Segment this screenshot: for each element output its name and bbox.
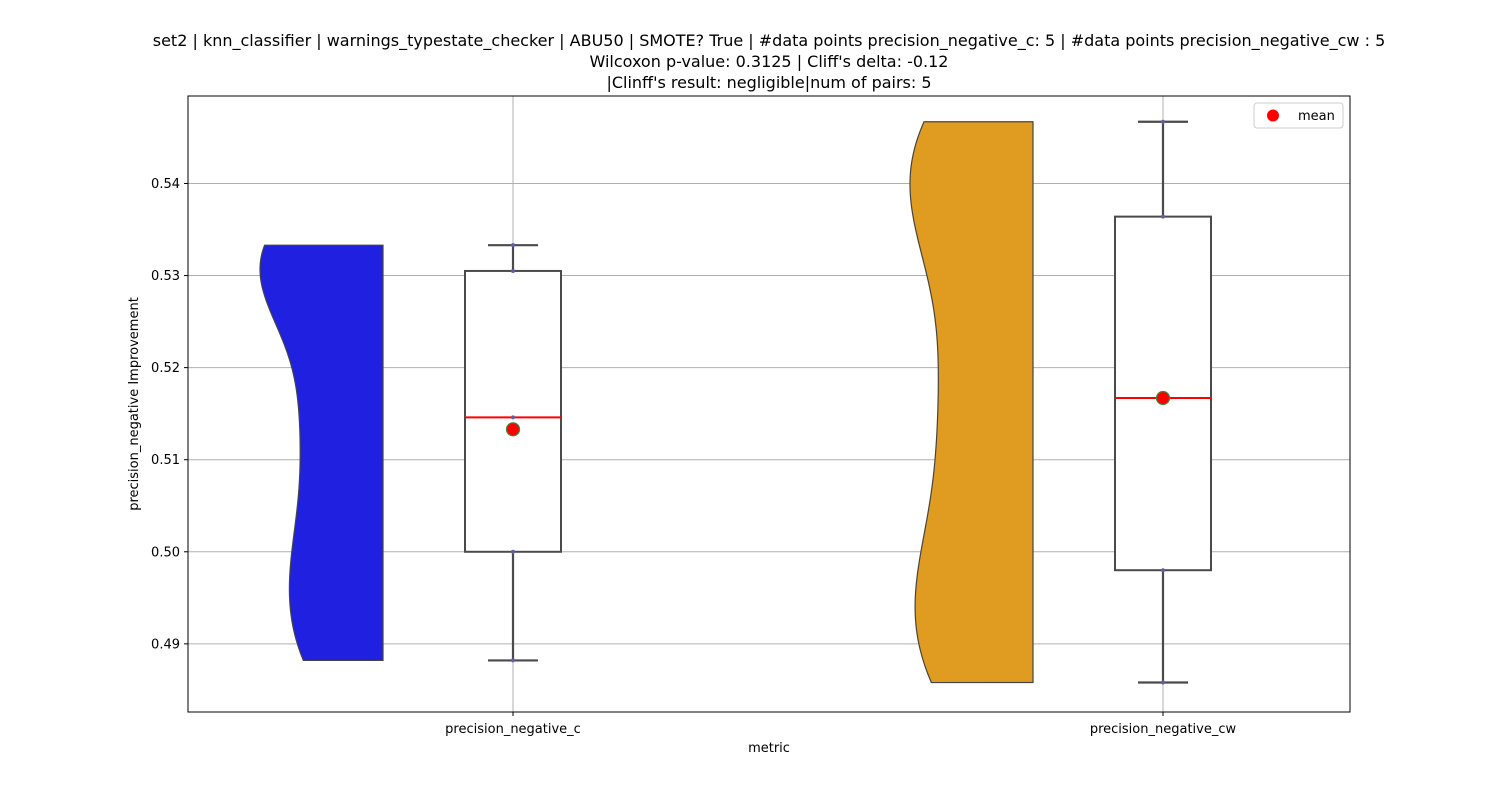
legend-mean-label: mean bbox=[1298, 109, 1335, 124]
data-point bbox=[1161, 119, 1165, 124]
legend-mean-marker bbox=[1267, 109, 1279, 122]
x-tick-label: precision_negative_cw bbox=[1090, 722, 1237, 737]
y-tick-label: 0.49 bbox=[151, 637, 180, 652]
x-tick-label: precision_negative_c bbox=[445, 722, 581, 737]
chart-title-line-3: |Clinff's result: negligible|num of pair… bbox=[606, 73, 931, 92]
legend-frame bbox=[1253, 102, 1344, 129]
chart-title-line-1: set2 | knn_classifier | warnings_typesta… bbox=[153, 31, 1386, 51]
y-axis-ticks: 0.49 0.50 0.51 0.52 0.53 0.54 bbox=[151, 177, 188, 652]
chart-title-line-2: Wilcoxon p-value: 0.3125 | Cliff's delta… bbox=[590, 52, 949, 71]
data-point bbox=[1161, 680, 1165, 685]
box-plot-precision_negative_c bbox=[464, 243, 562, 663]
data-point bbox=[1161, 214, 1165, 219]
y-tick-label: 0.54 bbox=[151, 177, 180, 192]
y-tick-label: 0.53 bbox=[151, 269, 180, 284]
box-plots bbox=[464, 119, 1212, 685]
data-point bbox=[511, 415, 515, 420]
violins bbox=[259, 121, 1034, 684]
y-tick-label: 0.50 bbox=[151, 545, 180, 560]
x-axis-ticks: precision_negative_c precision_negative_c… bbox=[445, 712, 1237, 737]
legend: mean bbox=[1253, 102, 1344, 129]
mean-marker-precision_negative_cw bbox=[1155, 390, 1171, 406]
box-iqr bbox=[464, 269, 562, 553]
data-point bbox=[511, 268, 515, 273]
chart-title: set2 | knn_classifier | warnings_typesta… bbox=[153, 31, 1386, 92]
y-tick-label: 0.52 bbox=[151, 361, 180, 376]
plot-area-frame bbox=[187, 95, 1351, 713]
data-point bbox=[511, 243, 515, 248]
mean-markers bbox=[505, 390, 1171, 437]
x-axis-label: metric bbox=[748, 741, 790, 756]
violin-precision_negative_cw bbox=[909, 121, 1034, 684]
y-axis-label: precision_negative Improvement bbox=[127, 297, 142, 511]
data-point bbox=[511, 658, 515, 663]
data-point bbox=[1161, 568, 1165, 573]
mean-marker-precision_negative_c bbox=[505, 422, 521, 437]
data-point bbox=[511, 549, 515, 554]
y-tick-label: 0.51 bbox=[151, 453, 180, 468]
violin-precision_negative_c bbox=[259, 244, 384, 662]
box-plot-precision_negative_cw bbox=[1114, 119, 1212, 685]
